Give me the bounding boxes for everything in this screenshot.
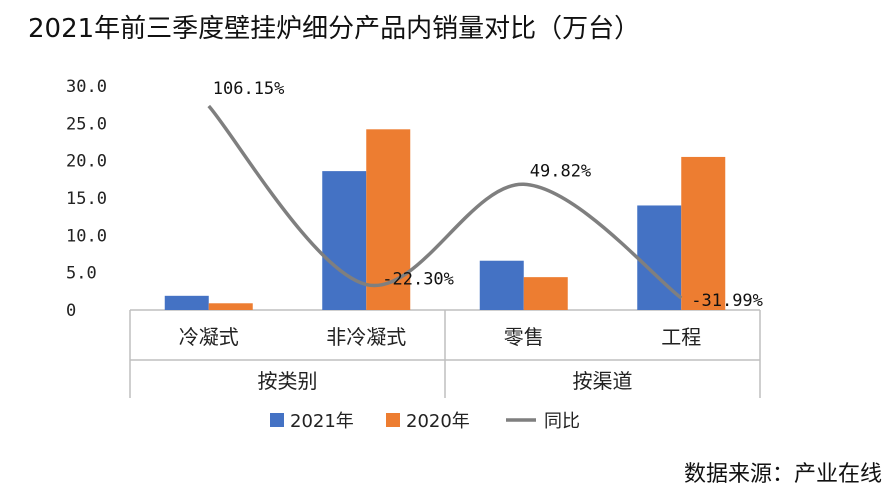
yoy-data-labels: 106.15% -22.30% 49.82% -31.99%: [213, 79, 763, 311]
x-tick-label: 零售: [504, 325, 544, 349]
group-label: 按类别: [258, 369, 318, 393]
yoy-data-label: -22.30%: [382, 270, 454, 290]
y-tick-label: 30.0: [66, 77, 107, 97]
legend: 2021年 2020年 同比: [270, 411, 580, 432]
bar-2020: [366, 129, 411, 310]
group-labels: 按类别 按渠道: [258, 369, 633, 393]
y-axis-ticks: 30.0 25.0 20.0 15.0 10.0 5.0 0: [66, 77, 107, 321]
bar-2021: [322, 171, 367, 310]
source-note: 数据来源：产业在线: [683, 462, 882, 487]
group-label: 按渠道: [573, 369, 633, 393]
bar-series: [164, 129, 726, 310]
legend-swatch: [386, 413, 400, 427]
y-tick-label: 25.0: [66, 114, 107, 134]
x-tick-label: 冷凝式: [179, 325, 239, 349]
legend-label: 同比: [544, 411, 580, 432]
bar-2020: [523, 277, 568, 310]
axis-frame: [129, 309, 761, 398]
yoy-line-series: [207, 104, 683, 300]
bar-2020: [681, 156, 726, 310]
bar-2020: [208, 303, 253, 310]
bar-2021: [164, 295, 209, 310]
legend-label: 2020年: [406, 411, 470, 432]
yoy-data-label: -31.99%: [691, 291, 763, 311]
x-tick-label: 非冷凝式: [326, 325, 406, 349]
y-tick-label: 0: [66, 301, 76, 321]
yoy-line: [207, 104, 683, 300]
yoy-data-label: 106.15%: [213, 79, 285, 99]
bar-2021: [479, 260, 524, 310]
y-tick-label: 20.0: [66, 152, 107, 172]
yoy-data-label: 49.82%: [530, 161, 591, 181]
x-tick-label: 工程: [661, 325, 701, 349]
y-tick-label: 10.0: [66, 226, 107, 246]
y-tick-label: 5.0: [66, 264, 97, 284]
y-tick-label: 15.0: [66, 189, 107, 209]
category-labels: 冷凝式 非冷凝式 零售 工程: [179, 325, 702, 349]
legend-swatch: [270, 413, 284, 427]
chart-title: 2021年前三季度壁挂炉细分产品内销量对比（万台）: [28, 14, 641, 44]
legend-label: 2021年: [290, 411, 354, 432]
